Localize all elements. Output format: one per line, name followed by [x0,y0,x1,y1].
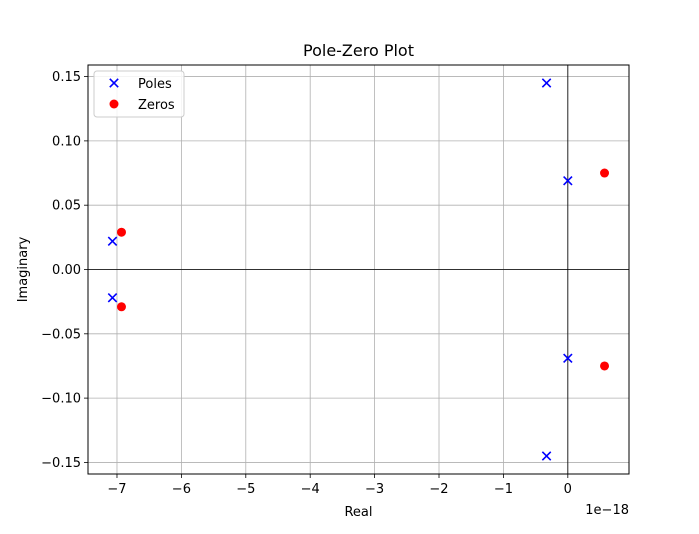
marker-stroke [107,293,118,303]
marker-stroke [541,78,552,88]
legend: Poles Zeros [93,70,185,118]
zero-marker [116,302,126,312]
y-tick-label: −0.05 [41,327,81,342]
reference-lines [88,65,629,474]
x-tick-label: −4 [301,482,320,497]
x-offset-label: 1e−18 [585,503,629,518]
x-tick-label: −7 [107,482,126,497]
marker-stroke [107,236,118,246]
pole-marker [107,236,118,246]
x-axis-label: Real [344,505,372,520]
pole-marker [541,451,552,461]
y-axis-label: Imaginary [16,236,31,302]
pole-marker [107,293,118,303]
legend-markers [109,78,119,109]
x-tick-label: −2 [429,482,448,497]
marker-stroke [563,175,573,186]
legend-marker-zeros [109,99,119,109]
pole-marker [563,353,573,364]
zero-marker [116,227,126,237]
legend-label-poles: Poles [138,77,172,92]
x-tick-label: −1 [494,482,513,497]
y-tick-label: 0.00 [52,263,81,278]
x-tick-label: −5 [236,482,255,497]
marker-stroke [563,353,573,364]
y-tick-label: 0.05 [52,199,81,214]
pole-marker [563,175,573,186]
x-tick-label: −3 [365,482,384,497]
zero-marker [600,361,610,371]
chart-title: Pole-Zero Plot [303,41,414,60]
marker-stroke [541,451,552,461]
axis-ticks: −7 −6 −5 −4 −3 −2 −1 0 −0.15 −0.10 −0.05 0.00 0.05 0.… [41,70,572,497]
y-tick-label: 0.15 [52,70,81,85]
y-tick-label: 0.10 [52,134,81,149]
marker-stroke [109,78,119,88]
zero-marker [600,168,610,178]
data-points [107,78,610,461]
x-tick-label: −6 [172,482,191,497]
pole-marker [541,78,552,88]
legend-label-zeros: Zeros [138,98,175,113]
y-tick-label: −0.15 [41,456,81,471]
x-tick-label: 0 [564,482,572,497]
legend-marker-poles [109,78,119,88]
y-tick-label: −0.10 [41,392,81,407]
